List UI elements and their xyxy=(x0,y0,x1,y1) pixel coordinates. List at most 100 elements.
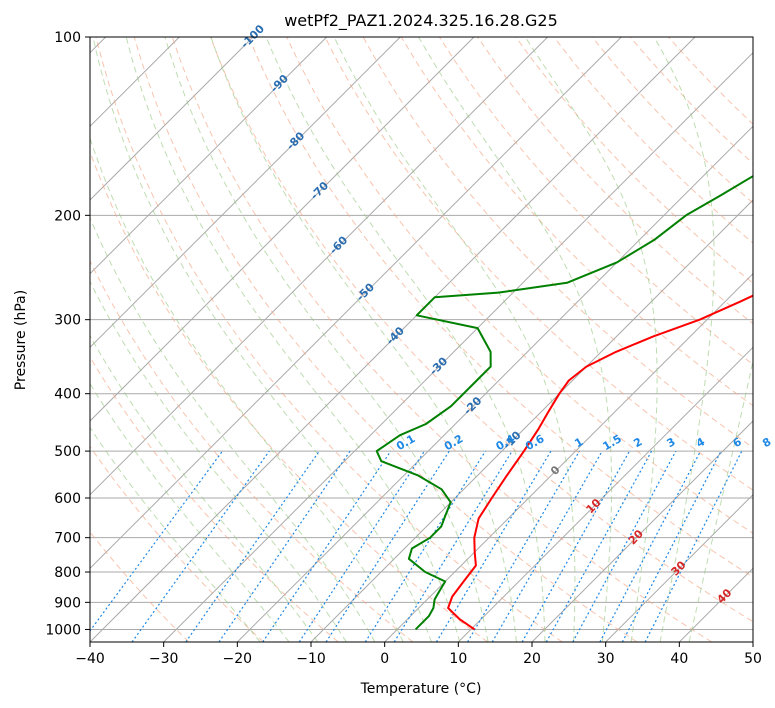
plot-frame xyxy=(89,36,754,643)
isotherm-line xyxy=(90,37,475,422)
isotherm-line xyxy=(90,37,549,496)
moist-adiabat-lines xyxy=(90,37,753,642)
isotherm-line xyxy=(90,37,622,570)
mixing-ratio-line xyxy=(435,450,552,642)
dry-adiabat-line xyxy=(438,37,753,366)
x-tick-label: −40 xyxy=(75,651,105,667)
isotherm-line xyxy=(90,37,401,349)
y-tick-label: 200 xyxy=(54,208,81,224)
x-tick-label: 50 xyxy=(744,651,762,667)
mixing-ratio-line xyxy=(521,450,631,642)
moist-adiabat-line xyxy=(92,37,432,642)
isotherm-line xyxy=(90,37,254,201)
moist-adiabat-line xyxy=(90,382,290,642)
dewpoint-line xyxy=(375,174,753,631)
mixing-ratio-line xyxy=(491,450,603,642)
dry-adiabat-line xyxy=(477,37,753,325)
mixing-ratio-line xyxy=(131,450,270,642)
y-axis-label: Pressure (hPa) xyxy=(13,290,29,390)
temperature-line xyxy=(447,294,753,631)
mixing-ratio-label: 6 xyxy=(731,435,744,450)
isotherm-label: 20 xyxy=(626,527,646,547)
isotherm-line xyxy=(752,641,753,642)
x-tick-label: 10 xyxy=(449,651,467,667)
dry-adiabat-line xyxy=(248,37,753,578)
moist-adiabat-line xyxy=(90,136,404,642)
profile-lines xyxy=(375,174,753,631)
mixing-ratio-line xyxy=(90,450,223,632)
x-tick-label: −10 xyxy=(296,651,326,667)
isotherm-line xyxy=(457,346,753,642)
dry-adiabat-line xyxy=(90,259,414,642)
mixing-ratio-label: 3 xyxy=(665,435,678,450)
dry-adiabat-line xyxy=(171,37,712,642)
dry-adiabat-line xyxy=(668,37,753,125)
y-tick-label: 800 xyxy=(54,565,81,581)
dry-adiabat-line xyxy=(210,37,753,623)
y-tick-label: 1000 xyxy=(45,622,81,638)
isotherm-line xyxy=(678,567,753,642)
mixing-ratio-label: 2 xyxy=(631,435,644,450)
mixing-ratio-line xyxy=(599,450,702,642)
moist-adiabat-line xyxy=(90,426,261,642)
y-tick-label: 400 xyxy=(54,387,81,403)
dry-adiabat-line xyxy=(90,356,339,642)
mixing-ratio-line xyxy=(572,450,677,642)
mixing-ratio-label: 1.5 xyxy=(600,432,623,453)
x-tick-label: 40 xyxy=(670,651,688,667)
x-tick-label: 20 xyxy=(523,651,541,667)
moist-adiabat-line xyxy=(90,280,347,642)
x-tick-label: −30 xyxy=(149,651,179,667)
y-tick-label: 500 xyxy=(54,444,81,460)
moist-adiabat-line xyxy=(418,37,613,642)
isotherm-line xyxy=(531,420,753,642)
moist-adiabat-line xyxy=(90,334,319,642)
mixing-ratio-line xyxy=(325,450,450,642)
mixing-ratio-line xyxy=(262,450,392,642)
dry-adiabat-line xyxy=(515,37,753,284)
x-axis-label: Temperature (°C) xyxy=(360,681,482,697)
y-tick-label: 700 xyxy=(54,531,81,547)
inline-labels: -100-90-80-70-60-50-40-30-20-10010203040… xyxy=(238,22,773,606)
moist-adiabat-line xyxy=(688,358,753,642)
dry-adiabat-line xyxy=(90,150,488,642)
moist-adiabat-line xyxy=(210,37,517,642)
background-lines xyxy=(90,37,753,642)
mixing-ratio-label: 8 xyxy=(760,435,773,450)
moist-adiabat-line xyxy=(653,37,715,642)
x-tick-label: −20 xyxy=(223,651,253,667)
isotherm-line xyxy=(90,37,696,642)
x-axis: −40 −30 −20 −10 0 10 20 30 40 50 xyxy=(75,642,762,667)
mixing-ratio-line xyxy=(364,450,486,642)
y-tick-label: 100 xyxy=(54,30,81,46)
isotherm-label: -70 xyxy=(308,179,331,202)
y-axis: 100 200 300 400 500 600 700 800 900 1000 xyxy=(45,30,90,638)
mixing-ratio-label: 0.1 xyxy=(394,432,417,453)
mixing-ratio-line xyxy=(218,450,351,642)
moist-adiabat-line xyxy=(265,37,546,642)
y-tick-label: 600 xyxy=(54,491,81,507)
moist-adiabat-line xyxy=(164,37,489,642)
isotherm-line xyxy=(163,51,753,642)
y-tick-label: 300 xyxy=(54,313,81,329)
dry-adiabat-line xyxy=(90,445,264,642)
moist-adiabat-line xyxy=(524,37,658,642)
mixing-ratio-line xyxy=(644,450,743,642)
isotherm-line xyxy=(310,199,753,642)
mixing-ratio-label: 0.6 xyxy=(523,432,547,453)
isobar-grid xyxy=(90,37,753,630)
moist-adiabat-line xyxy=(90,216,376,642)
mixing-ratio-line xyxy=(393,450,513,642)
mixing-ratio-line xyxy=(185,450,320,642)
dry-adiabat-line xyxy=(95,37,563,642)
dry-adiabat-line xyxy=(591,37,753,204)
isotherm-line xyxy=(90,37,328,275)
dry-adiabat-line xyxy=(553,37,753,244)
mixing-ratio-line xyxy=(466,450,580,642)
mixing-ratio-line xyxy=(298,450,425,642)
mixing-ratio-lines xyxy=(90,450,743,642)
isotherm-line xyxy=(236,125,753,642)
mixing-ratio-line xyxy=(545,450,653,642)
moist-adiabat-line xyxy=(125,37,461,642)
